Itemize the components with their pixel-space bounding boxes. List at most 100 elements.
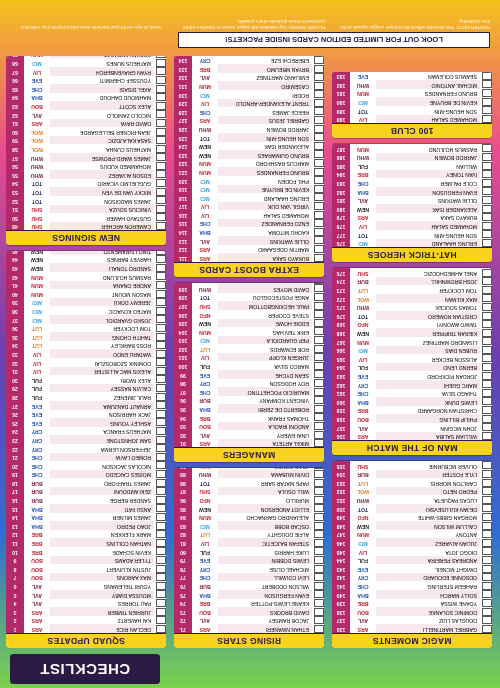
tick-box[interactable] xyxy=(482,470,492,479)
tick-box[interactable] xyxy=(156,555,166,564)
tick-box[interactable] xyxy=(314,430,324,439)
tick-box[interactable] xyxy=(314,244,324,253)
tick-box[interactable] xyxy=(314,293,324,302)
tick-box[interactable] xyxy=(314,495,324,504)
tick-box[interactable] xyxy=(314,344,324,353)
tick-box[interactable] xyxy=(314,361,324,370)
tick-box[interactable] xyxy=(156,624,166,633)
tick-box[interactable] xyxy=(156,332,166,341)
tick-box[interactable] xyxy=(314,141,324,150)
tick-box[interactable] xyxy=(156,349,166,358)
tick-box[interactable] xyxy=(156,598,166,607)
tick-box[interactable] xyxy=(156,392,166,401)
tick-box[interactable] xyxy=(482,337,492,346)
tick-box[interactable] xyxy=(156,136,166,145)
tick-box[interactable] xyxy=(156,272,166,281)
tick-box[interactable] xyxy=(314,310,324,319)
tick-box[interactable] xyxy=(482,487,492,496)
tick-box[interactable] xyxy=(314,284,324,293)
tick-box[interactable] xyxy=(314,512,324,521)
tick-box[interactable] xyxy=(482,538,492,547)
tick-box[interactable] xyxy=(314,581,324,590)
tick-box[interactable] xyxy=(156,251,166,255)
tick-box[interactable] xyxy=(156,56,166,59)
tick-box[interactable] xyxy=(314,530,324,539)
tick-box[interactable] xyxy=(482,616,492,625)
tick-box[interactable] xyxy=(482,380,492,389)
tick-box[interactable] xyxy=(314,227,324,236)
tick-box[interactable] xyxy=(482,80,492,89)
tick-box[interactable] xyxy=(482,213,492,222)
tick-box[interactable] xyxy=(156,323,166,332)
tick-box[interactable] xyxy=(482,328,492,337)
tick-box[interactable] xyxy=(156,93,166,102)
tick-box[interactable] xyxy=(482,71,492,80)
tick-box[interactable] xyxy=(314,253,324,262)
tick-box[interactable] xyxy=(156,384,166,393)
tick-box[interactable] xyxy=(314,116,324,125)
tick-box[interactable] xyxy=(156,512,166,521)
tick-box[interactable] xyxy=(314,413,324,422)
tick-box[interactable] xyxy=(314,590,324,599)
tick-box[interactable] xyxy=(156,341,166,350)
tick-box[interactable] xyxy=(314,470,324,479)
tick-box[interactable] xyxy=(156,616,166,625)
tick-box[interactable] xyxy=(482,114,492,123)
tick-box[interactable] xyxy=(156,487,166,496)
tick-box[interactable] xyxy=(314,573,324,582)
tick-box[interactable] xyxy=(314,616,324,625)
tick-box[interactable] xyxy=(482,153,492,162)
tick-box[interactable] xyxy=(482,388,492,397)
tick-box[interactable] xyxy=(482,354,492,363)
tick-box[interactable] xyxy=(482,581,492,590)
tick-box[interactable] xyxy=(482,170,492,179)
tick-box[interactable] xyxy=(482,414,492,423)
tick-box[interactable] xyxy=(482,363,492,372)
tick-box[interactable] xyxy=(156,478,166,487)
tick-box[interactable] xyxy=(156,538,166,547)
tick-box[interactable] xyxy=(156,607,166,616)
tick-box[interactable] xyxy=(156,161,166,170)
tick-box[interactable] xyxy=(482,461,492,470)
tick-box[interactable] xyxy=(482,371,492,380)
tick-box[interactable] xyxy=(156,581,166,590)
tick-box[interactable] xyxy=(314,378,324,387)
tick-box[interactable] xyxy=(482,277,492,286)
tick-box[interactable] xyxy=(314,387,324,396)
tick-box[interactable] xyxy=(314,478,324,487)
tick-box[interactable] xyxy=(156,547,166,556)
tick-box[interactable] xyxy=(314,64,324,73)
tick-box[interactable] xyxy=(314,607,324,616)
tick-box[interactable] xyxy=(314,396,324,405)
tick-box[interactable] xyxy=(482,547,492,556)
tick-box[interactable] xyxy=(156,110,166,119)
tick-box[interactable] xyxy=(482,187,492,196)
tick-box[interactable] xyxy=(156,289,166,298)
tick-box[interactable] xyxy=(482,345,492,354)
tick-box[interactable] xyxy=(314,555,324,564)
tick-box[interactable] xyxy=(482,161,492,170)
tick-box[interactable] xyxy=(156,84,166,93)
tick-box[interactable] xyxy=(482,478,492,487)
tick-box[interactable] xyxy=(314,504,324,513)
tick-box[interactable] xyxy=(482,204,492,213)
tick-box[interactable] xyxy=(314,184,324,193)
tick-box[interactable] xyxy=(314,81,324,90)
tick-box[interactable] xyxy=(482,512,492,521)
tick-box[interactable] xyxy=(156,213,166,222)
tick-box[interactable] xyxy=(156,452,166,461)
tick-box[interactable] xyxy=(156,306,166,315)
tick-box[interactable] xyxy=(482,230,492,239)
tick-box[interactable] xyxy=(314,167,324,176)
tick-box[interactable] xyxy=(314,193,324,202)
tick-box[interactable] xyxy=(156,521,166,530)
tick-box[interactable] xyxy=(156,358,166,367)
tick-box[interactable] xyxy=(314,219,324,228)
tick-box[interactable] xyxy=(482,521,492,530)
tick-box[interactable] xyxy=(482,555,492,564)
tick-box[interactable] xyxy=(482,530,492,539)
tick-box[interactable] xyxy=(314,202,324,211)
tick-box[interactable] xyxy=(156,409,166,418)
tick-box[interactable] xyxy=(156,401,166,410)
tick-box[interactable] xyxy=(156,144,166,153)
